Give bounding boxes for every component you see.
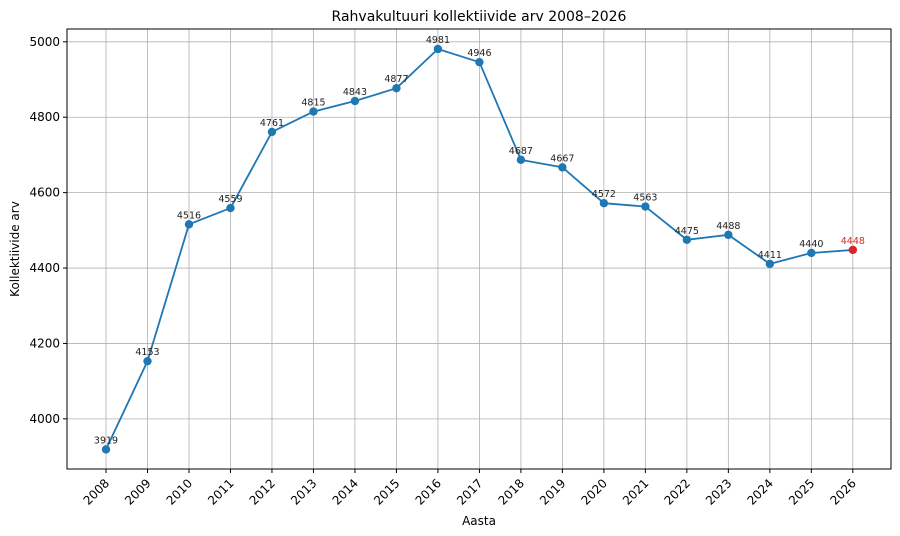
x-tick-label: 2008 (81, 476, 112, 507)
x-tick-label: 2011 (205, 476, 236, 507)
data-label: 4877 (384, 74, 408, 85)
x-tick-label: 2020 (579, 476, 610, 507)
data-point (184, 220, 194, 229)
data-point (309, 107, 318, 116)
y-tick-label: 5000 (29, 35, 60, 49)
data-point (475, 57, 484, 67)
data-label: 4475 (675, 226, 699, 237)
x-tick-label: 2025 (786, 476, 817, 507)
y-tick-label: 4800 (29, 110, 60, 124)
x-tick-label: 2018 (496, 476, 527, 507)
x-tick-label: 2024 (744, 476, 775, 507)
data-point (143, 356, 152, 366)
data-label: 4153 (135, 347, 159, 358)
data-label: 4563 (633, 193, 657, 204)
data-point (433, 44, 443, 54)
data-point (101, 445, 111, 454)
data-label: 4516 (177, 210, 201, 221)
y-axis-label: Kollektiivide arv (8, 201, 22, 297)
data-label: 4667 (550, 153, 574, 164)
data-point (558, 163, 567, 172)
data-point (350, 96, 360, 106)
data-point (599, 198, 609, 208)
data-label: 4411 (758, 250, 782, 261)
data-point (682, 235, 692, 244)
x-axis-label: Aasta (462, 514, 496, 528)
data-point (724, 230, 733, 240)
chart-title: Rahvakultuuri kollektiivide arv 2008–202… (332, 9, 627, 25)
x-tick-label: 2023 (703, 476, 734, 507)
x-tick-label: 2026 (827, 476, 858, 507)
data-label: 4687 (509, 146, 533, 157)
x-tick-label: 2016 (413, 476, 444, 507)
data-label: 4761 (260, 118, 284, 129)
x-tick-label: 2022 (661, 476, 692, 507)
data-label: 4488 (716, 221, 740, 232)
y-tick-label: 4000 (29, 412, 60, 426)
data-point (267, 127, 277, 137)
x-tick-label: 2013 (288, 476, 319, 507)
x-tick-label: 2009 (122, 476, 153, 507)
x-tick-label: 2015 (371, 476, 402, 507)
data-point (807, 248, 816, 258)
data-point (765, 259, 775, 269)
data-label: 4440 (799, 239, 823, 250)
data-label: 4448 (841, 236, 865, 247)
x-tick-label: 2021 (620, 476, 651, 507)
x-tick-label: 2012 (247, 476, 278, 507)
x-tick-label: 2014 (330, 476, 361, 507)
y-tick-label: 4200 (29, 336, 60, 350)
x-tick-label: 2019 (537, 476, 568, 507)
data-label: 4815 (301, 98, 325, 109)
x-tick-label: 2010 (164, 476, 195, 507)
highlight-point (848, 245, 858, 255)
data-point (516, 155, 526, 165)
y-tick-label: 4600 (29, 186, 60, 200)
data-label: 4946 (467, 48, 491, 59)
data-label: 4981 (426, 35, 450, 46)
data-label: 4572 (592, 189, 616, 200)
data-label: 4559 (218, 194, 242, 205)
data-label: 4843 (343, 87, 367, 98)
data-label: 3919 (94, 435, 118, 446)
data-point (641, 202, 650, 211)
data-point (392, 83, 401, 93)
data-point (226, 203, 235, 213)
x-tick-label: 2017 (454, 476, 485, 507)
y-tick-label: 4400 (29, 261, 60, 275)
